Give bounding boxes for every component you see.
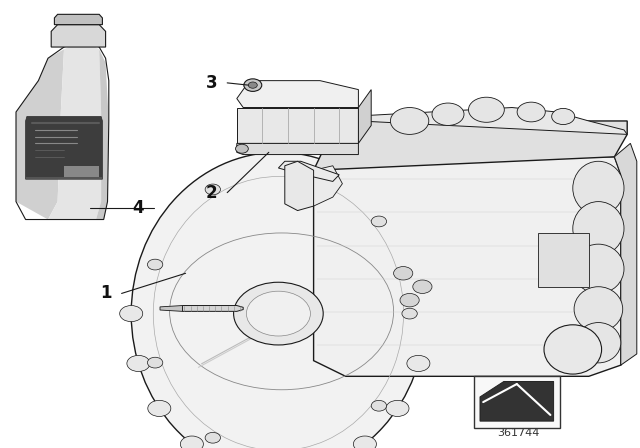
Text: 1: 1 [100,284,111,302]
Bar [474,376,560,428]
Circle shape [468,97,504,122]
Polygon shape [16,49,64,220]
Polygon shape [314,157,621,376]
Circle shape [432,103,464,125]
Circle shape [390,108,429,134]
Bar [26,177,102,179]
Circle shape [147,259,163,270]
Polygon shape [160,306,182,311]
Circle shape [236,144,248,153]
Polygon shape [314,166,342,206]
Polygon shape [614,143,637,365]
Ellipse shape [573,244,624,293]
Circle shape [517,102,545,122]
Polygon shape [182,306,243,311]
Ellipse shape [576,323,621,363]
Circle shape [120,306,143,322]
Circle shape [246,291,310,336]
Circle shape [394,267,413,280]
Polygon shape [48,40,101,220]
Ellipse shape [573,161,624,215]
Polygon shape [358,90,371,143]
Polygon shape [237,81,358,108]
Ellipse shape [574,287,623,332]
Polygon shape [314,121,627,170]
Circle shape [180,436,204,448]
Circle shape [407,355,430,371]
Text: 3: 3 [205,74,217,92]
Polygon shape [26,116,102,179]
Circle shape [402,308,417,319]
Circle shape [371,216,387,227]
Circle shape [148,401,171,417]
Circle shape [244,79,262,91]
Circle shape [205,432,220,443]
Polygon shape [96,49,109,220]
Polygon shape [278,161,339,181]
Circle shape [205,184,220,195]
Circle shape [127,355,150,371]
Text: 4: 4 [132,199,143,217]
Polygon shape [285,161,314,211]
Circle shape [413,280,432,293]
Polygon shape [237,143,358,155]
Ellipse shape [573,202,624,255]
Ellipse shape [544,325,602,374]
Circle shape [147,357,163,368]
Polygon shape [237,108,358,143]
Bar [538,233,589,287]
Polygon shape [480,382,554,421]
Circle shape [234,282,323,345]
Ellipse shape [131,152,426,448]
Circle shape [386,401,409,417]
Polygon shape [326,108,627,143]
Text: 361744: 361744 [497,428,540,438]
Polygon shape [51,25,106,47]
Circle shape [294,167,309,178]
Circle shape [400,293,419,307]
Polygon shape [54,14,102,25]
Circle shape [552,108,575,125]
Bar [64,166,99,177]
Circle shape [353,436,376,448]
Text: 2: 2 [205,184,217,202]
Circle shape [248,82,257,88]
Circle shape [371,401,387,411]
